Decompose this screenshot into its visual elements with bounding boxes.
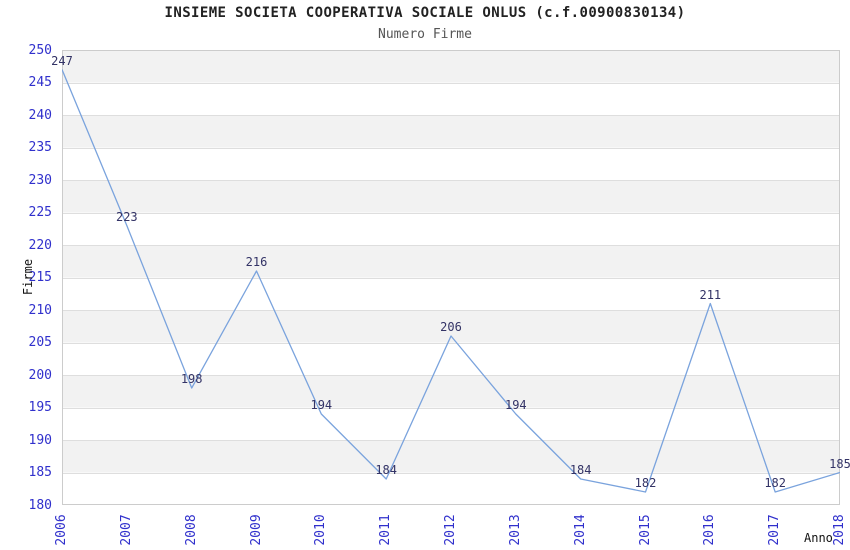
y-tick-label: 240 bbox=[28, 107, 52, 123]
data-point-label: 182 bbox=[634, 476, 657, 490]
y-tick-label: 235 bbox=[28, 140, 52, 155]
plot-area bbox=[62, 50, 840, 505]
x-axis-title: Anno bbox=[804, 531, 833, 545]
y-tick-label: 215 bbox=[28, 270, 52, 285]
x-tick-label: 2015 bbox=[637, 514, 653, 546]
y-tick-label: 225 bbox=[28, 205, 52, 220]
plot-svg bbox=[62, 50, 840, 505]
chart-subtitle: Numero Firme bbox=[378, 27, 472, 42]
grid-band bbox=[62, 440, 840, 473]
data-point-label: 184 bbox=[375, 463, 397, 477]
y-tick-label: 180 bbox=[28, 497, 52, 513]
series-line bbox=[62, 69, 840, 493]
data-point-label: 185 bbox=[829, 456, 850, 471]
x-tick-label: 2013 bbox=[507, 514, 523, 546]
x-tick-label: 2008 bbox=[183, 514, 199, 546]
data-point-label: 194 bbox=[504, 398, 527, 412]
y-tick-label: 195 bbox=[28, 400, 52, 415]
y-tick-label: 230 bbox=[28, 172, 52, 188]
data-point-label: 216 bbox=[245, 255, 268, 269]
y-tick-label: 190 bbox=[28, 432, 52, 448]
y-tick-label: 210 bbox=[28, 302, 52, 318]
y-tick-label: 185 bbox=[28, 465, 52, 480]
x-tick-label: 2014 bbox=[572, 514, 588, 546]
grid-band bbox=[62, 115, 840, 148]
y-tick-label: 200 bbox=[28, 367, 52, 383]
grid-band bbox=[62, 375, 840, 408]
grid-band bbox=[62, 50, 840, 83]
data-point-label: 211 bbox=[699, 287, 722, 302]
plot-border bbox=[62, 50, 840, 505]
chart-title: INSIEME SOCIETA COOPERATIVA SOCIALE ONLU… bbox=[164, 5, 686, 21]
data-point-label: 194 bbox=[310, 398, 333, 412]
grid-band bbox=[62, 180, 840, 213]
data-point-label: 247 bbox=[51, 53, 73, 68]
x-tick-label: 2009 bbox=[248, 514, 264, 546]
y-tick-label: 245 bbox=[28, 75, 52, 90]
x-tick-label: 2012 bbox=[443, 514, 458, 546]
y-tick-label: 205 bbox=[28, 335, 52, 350]
x-tick-label: 2017 bbox=[767, 514, 783, 546]
x-tick-label: 2006 bbox=[54, 514, 69, 546]
y-tick-label: 250 bbox=[28, 42, 52, 58]
x-tick-label: 2007 bbox=[118, 514, 134, 546]
data-point-label: 182 bbox=[764, 476, 786, 490]
grid-band bbox=[62, 245, 840, 278]
data-point-label: 184 bbox=[569, 463, 592, 477]
data-point-label: 206 bbox=[440, 320, 462, 334]
data-point-label: 198 bbox=[180, 372, 203, 386]
x-tick-label: 2011 bbox=[378, 514, 394, 546]
x-tick-label: 2018 bbox=[832, 514, 847, 546]
y-tick-label: 220 bbox=[28, 237, 52, 253]
data-point-label: 223 bbox=[115, 209, 138, 224]
y-axis-title: Firme bbox=[21, 258, 35, 296]
x-tick-label: 2010 bbox=[313, 514, 329, 546]
x-tick-label: 2016 bbox=[702, 514, 718, 546]
